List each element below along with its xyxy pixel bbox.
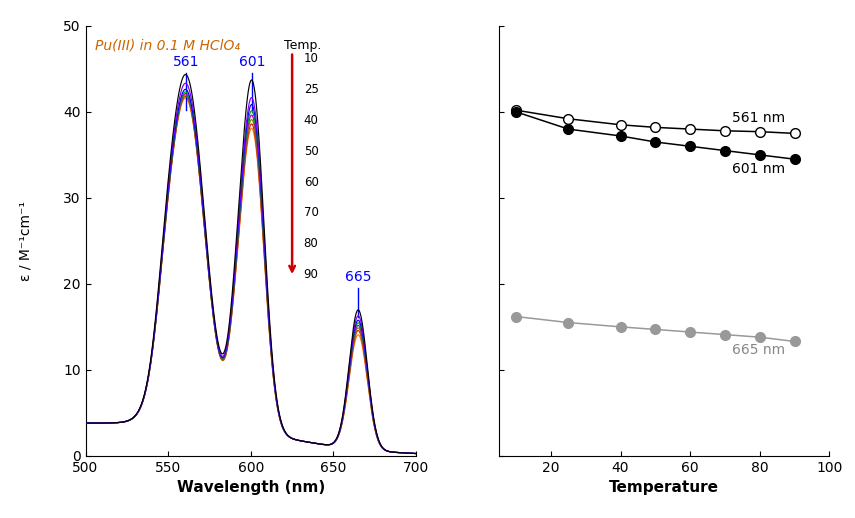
Text: 90: 90 (304, 268, 319, 281)
Text: 25: 25 (304, 83, 319, 96)
Text: 40: 40 (304, 113, 319, 126)
Text: 665: 665 (345, 270, 371, 284)
Text: Pu(III) in 0.1 M HClO₄: Pu(III) in 0.1 M HClO₄ (96, 39, 240, 53)
Text: 561: 561 (173, 55, 199, 69)
Text: 665 nm: 665 nm (732, 343, 785, 357)
Text: 561 nm: 561 nm (732, 111, 785, 125)
Text: 80: 80 (304, 237, 318, 250)
Text: 50: 50 (304, 145, 318, 157)
Text: 60: 60 (304, 176, 319, 189)
X-axis label: Wavelength (nm): Wavelength (nm) (177, 480, 325, 495)
Text: 10: 10 (304, 52, 319, 65)
Text: 601 nm: 601 nm (732, 162, 785, 176)
Text: Temp.: Temp. (284, 39, 321, 52)
Text: 70: 70 (304, 207, 319, 220)
Text: 601: 601 (239, 55, 266, 69)
X-axis label: Temperature: Temperature (609, 480, 719, 495)
Text: ε / M⁻¹cm⁻¹: ε / M⁻¹cm⁻¹ (19, 201, 33, 281)
